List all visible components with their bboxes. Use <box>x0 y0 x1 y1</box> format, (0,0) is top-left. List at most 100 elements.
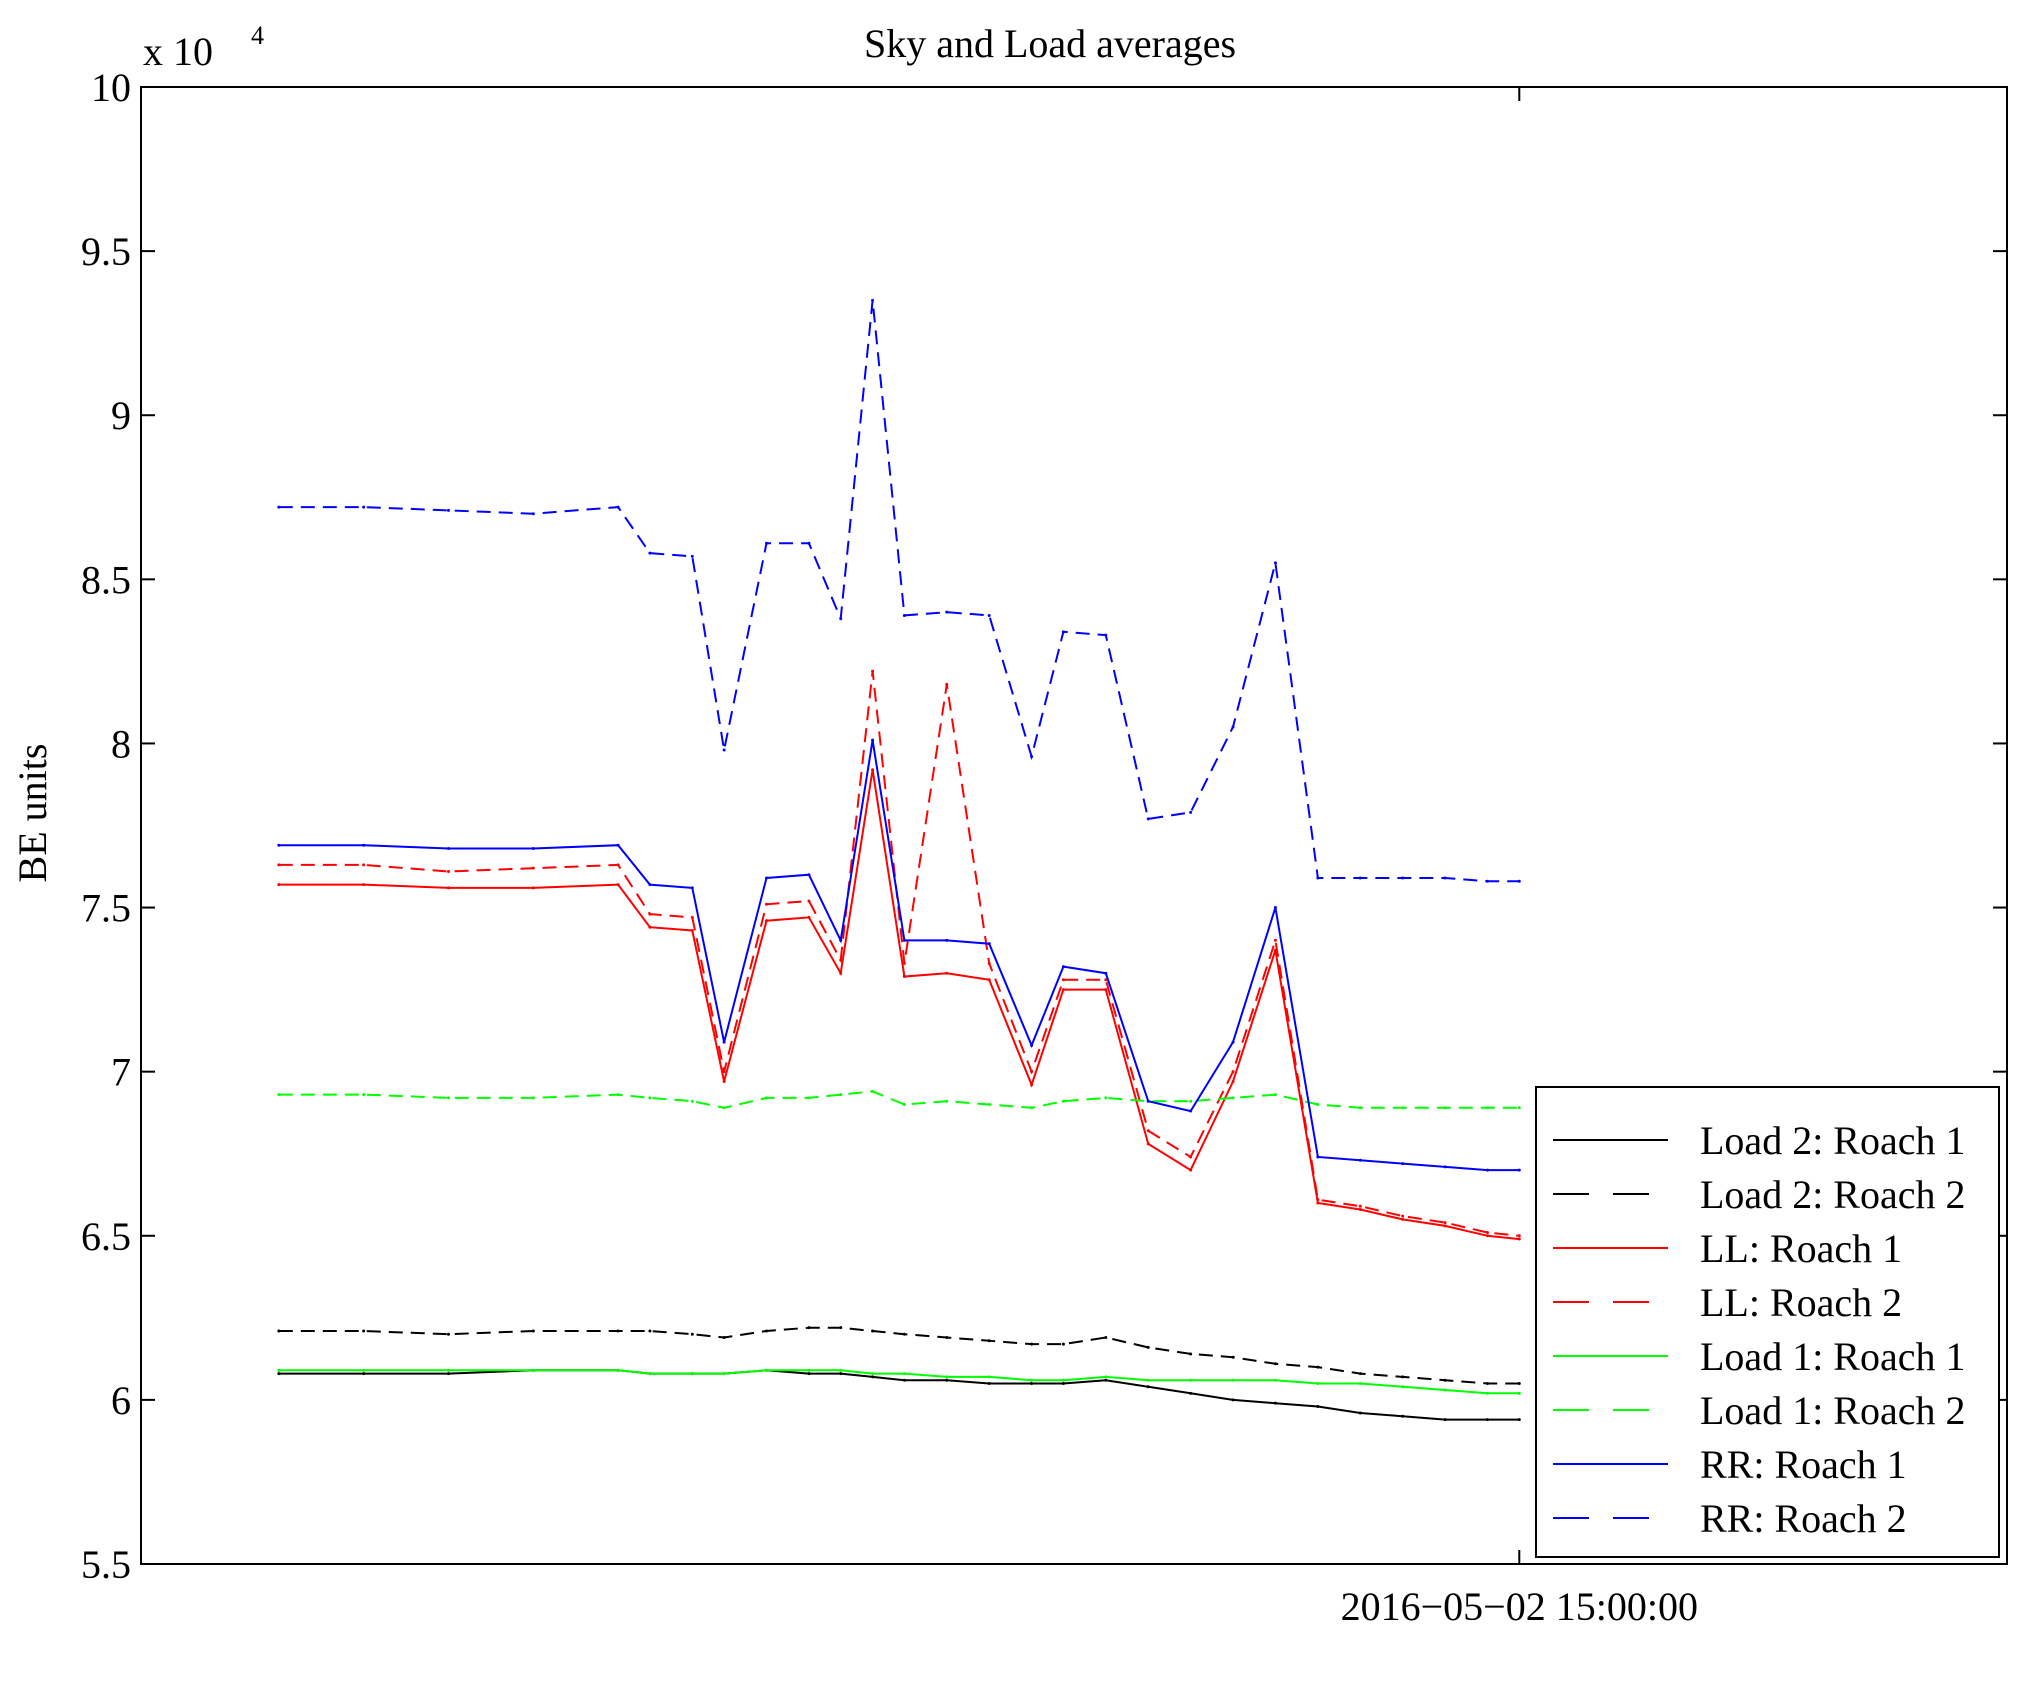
data-point <box>1316 1201 1320 1205</box>
data-point <box>690 1099 694 1103</box>
legend-label: LL: Roach 1 <box>1700 1226 1902 1271</box>
legend-label: RR: Roach 2 <box>1700 1496 1907 1541</box>
data-point <box>648 1372 652 1376</box>
data-point <box>277 1093 281 1097</box>
data-point <box>1104 1336 1108 1340</box>
data-point <box>902 938 906 942</box>
data-point <box>1517 1168 1521 1172</box>
data-point <box>616 1368 620 1372</box>
data-point <box>1061 1378 1065 1382</box>
legend-label: LL: Roach 2 <box>1700 1280 1902 1325</box>
data-point <box>1273 906 1277 910</box>
data-point <box>1030 1381 1034 1385</box>
data-point <box>1146 817 1150 821</box>
data-point <box>1231 1040 1235 1044</box>
data-point <box>765 876 769 880</box>
data-point <box>1104 1378 1108 1382</box>
data-point <box>902 974 906 978</box>
data-point <box>1146 1129 1150 1133</box>
data-point <box>1485 1418 1489 1422</box>
data-point <box>648 925 652 929</box>
series-line-1 <box>278 1326 1520 1385</box>
y-tick-label: 7 <box>111 1050 131 1095</box>
data-point <box>1517 1418 1521 1422</box>
data-point <box>871 669 875 673</box>
data-point <box>807 915 811 919</box>
series-line-7 <box>278 300 1520 883</box>
data-point <box>1231 1398 1235 1402</box>
data-point <box>277 1368 281 1372</box>
data-point <box>722 1106 726 1110</box>
data-point <box>1273 1362 1277 1366</box>
data-point <box>807 541 811 545</box>
data-point <box>1517 879 1521 883</box>
data-point <box>1358 1372 1362 1376</box>
data-point <box>1358 1381 1362 1385</box>
data-point <box>362 505 366 509</box>
data-point <box>362 1368 366 1372</box>
data-point <box>1104 633 1108 637</box>
data-point <box>1104 988 1108 992</box>
data-point <box>1316 876 1320 880</box>
data-point <box>1316 1155 1320 1159</box>
data-point <box>362 863 366 867</box>
data-point <box>871 1372 875 1376</box>
series-line-2 <box>278 769 1520 1241</box>
data-point <box>945 938 949 942</box>
y-tick-label: 10 <box>91 65 131 110</box>
data-point <box>1401 1214 1405 1218</box>
data-point <box>446 1096 450 1100</box>
data-point <box>1485 1106 1489 1110</box>
data-point <box>765 1096 769 1100</box>
data-point <box>648 1096 652 1100</box>
data-point <box>765 1368 769 1372</box>
data-point <box>1104 978 1108 982</box>
data-point <box>807 1368 811 1372</box>
y-exponent-label: x 10 <box>143 29 213 74</box>
data-point <box>1358 1106 1362 1110</box>
data-point <box>765 1329 769 1333</box>
data-point <box>1485 1381 1489 1385</box>
y-tick-label: 8.5 <box>81 557 131 602</box>
data-point <box>648 1329 652 1333</box>
data-point <box>1104 1375 1108 1379</box>
data-point <box>1030 1378 1034 1382</box>
data-point <box>871 1089 875 1093</box>
data-point <box>1273 561 1277 565</box>
data-point <box>1189 1109 1193 1113</box>
data-point <box>446 1332 450 1336</box>
data-point <box>987 961 991 965</box>
data-point <box>902 1378 906 1382</box>
data-point <box>277 1372 281 1376</box>
data-point <box>807 1096 811 1100</box>
data-point <box>1061 1342 1065 1346</box>
data-point <box>1030 1083 1034 1087</box>
legend-label: Load 2: Roach 2 <box>1700 1172 1966 1217</box>
data-point <box>616 863 620 867</box>
plot-frame <box>140 86 2008 1565</box>
data-point <box>1443 1418 1447 1422</box>
data-point <box>446 508 450 512</box>
data-point <box>531 846 535 850</box>
data-point <box>945 610 949 614</box>
data-point <box>1104 1096 1108 1100</box>
data-point <box>1443 1224 1447 1228</box>
data-point <box>1401 1162 1405 1166</box>
data-point <box>1146 1099 1150 1103</box>
data-point <box>616 883 620 887</box>
data-point <box>987 613 991 617</box>
data-point <box>945 1375 949 1379</box>
data-point <box>1146 1142 1150 1146</box>
data-point <box>839 958 843 962</box>
data-point <box>446 1372 450 1376</box>
data-point <box>690 1372 694 1376</box>
data-point <box>1273 1093 1277 1097</box>
data-point <box>987 1102 991 1106</box>
data-point <box>1485 1391 1489 1395</box>
data-point <box>1061 1381 1065 1385</box>
data-point <box>648 912 652 916</box>
data-point <box>1030 1106 1034 1110</box>
data-point <box>722 1040 726 1044</box>
data-point <box>1517 1106 1521 1110</box>
data-point <box>1231 1355 1235 1359</box>
